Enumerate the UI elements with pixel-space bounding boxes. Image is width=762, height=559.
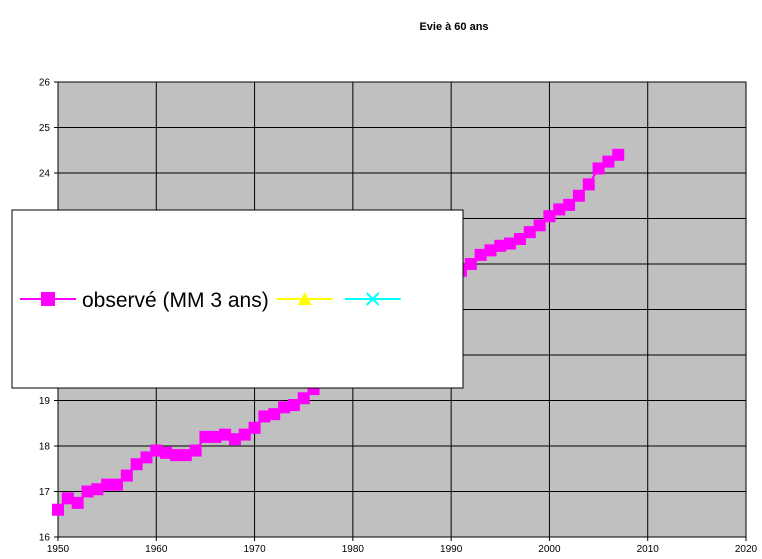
y-tick-label: 16 [39, 533, 51, 544]
data-point [602, 155, 615, 168]
y-tick-label: 26 [39, 78, 51, 89]
chart-title: Evie à 60 ans [419, 21, 488, 33]
data-point [592, 162, 605, 175]
data-point [91, 483, 104, 496]
data-point [238, 428, 251, 441]
legend-marker-triangle [297, 292, 312, 305]
data-point [110, 478, 123, 491]
data-point [543, 210, 556, 223]
x-tick-label: 2000 [538, 544, 561, 555]
x-tick-label: 1970 [243, 544, 266, 555]
data-point [140, 451, 153, 464]
data-point [130, 458, 143, 471]
y-tick-label: 24 [39, 169, 51, 180]
legend: observé (MM 3 ans) [11, 209, 464, 389]
x-tick-label: 2020 [735, 544, 758, 555]
data-point [248, 421, 261, 434]
data-point [209, 430, 222, 443]
data-point [179, 449, 192, 462]
data-point [464, 258, 477, 270]
data-point [219, 428, 232, 441]
data-point [278, 401, 291, 414]
data-point [582, 178, 595, 191]
data-point [268, 408, 281, 421]
y-tick-label: 18 [39, 442, 51, 453]
legend-marker-square [41, 292, 55, 306]
y-tick-label: 25 [39, 123, 51, 134]
data-point [297, 392, 310, 405]
data-point [189, 444, 202, 457]
legend-label: observé (MM 3 ans) [82, 289, 269, 312]
data-point [169, 449, 182, 462]
data-point [563, 198, 576, 211]
data-point [513, 232, 526, 245]
x-tick-label: 2010 [637, 544, 660, 555]
data-point [52, 503, 64, 516]
data-point [258, 410, 271, 423]
data-point [81, 485, 94, 498]
data-point [71, 496, 84, 509]
data-point [287, 399, 300, 412]
data-point [228, 433, 241, 446]
data-point [494, 239, 507, 252]
data-point [61, 492, 74, 505]
data-point [572, 189, 585, 202]
x-tick-label: 1950 [47, 544, 70, 555]
data-point [533, 219, 546, 232]
data-point [523, 226, 536, 239]
data-point [150, 444, 163, 457]
x-tick-label: 1960 [145, 544, 168, 555]
y-tick-label: 17 [39, 487, 51, 498]
data-point [199, 430, 212, 443]
data-point [160, 446, 173, 459]
data-point [484, 244, 497, 257]
data-point [504, 237, 517, 250]
legend-marker-x [366, 292, 380, 306]
x-tick-label: 1980 [342, 544, 365, 555]
data-point [101, 478, 114, 491]
data-point [120, 469, 133, 482]
data-point [612, 148, 625, 161]
y-tick-label: 19 [39, 396, 51, 407]
x-tick-label: 1990 [440, 544, 463, 555]
data-point [553, 203, 566, 216]
data-point [474, 248, 487, 261]
